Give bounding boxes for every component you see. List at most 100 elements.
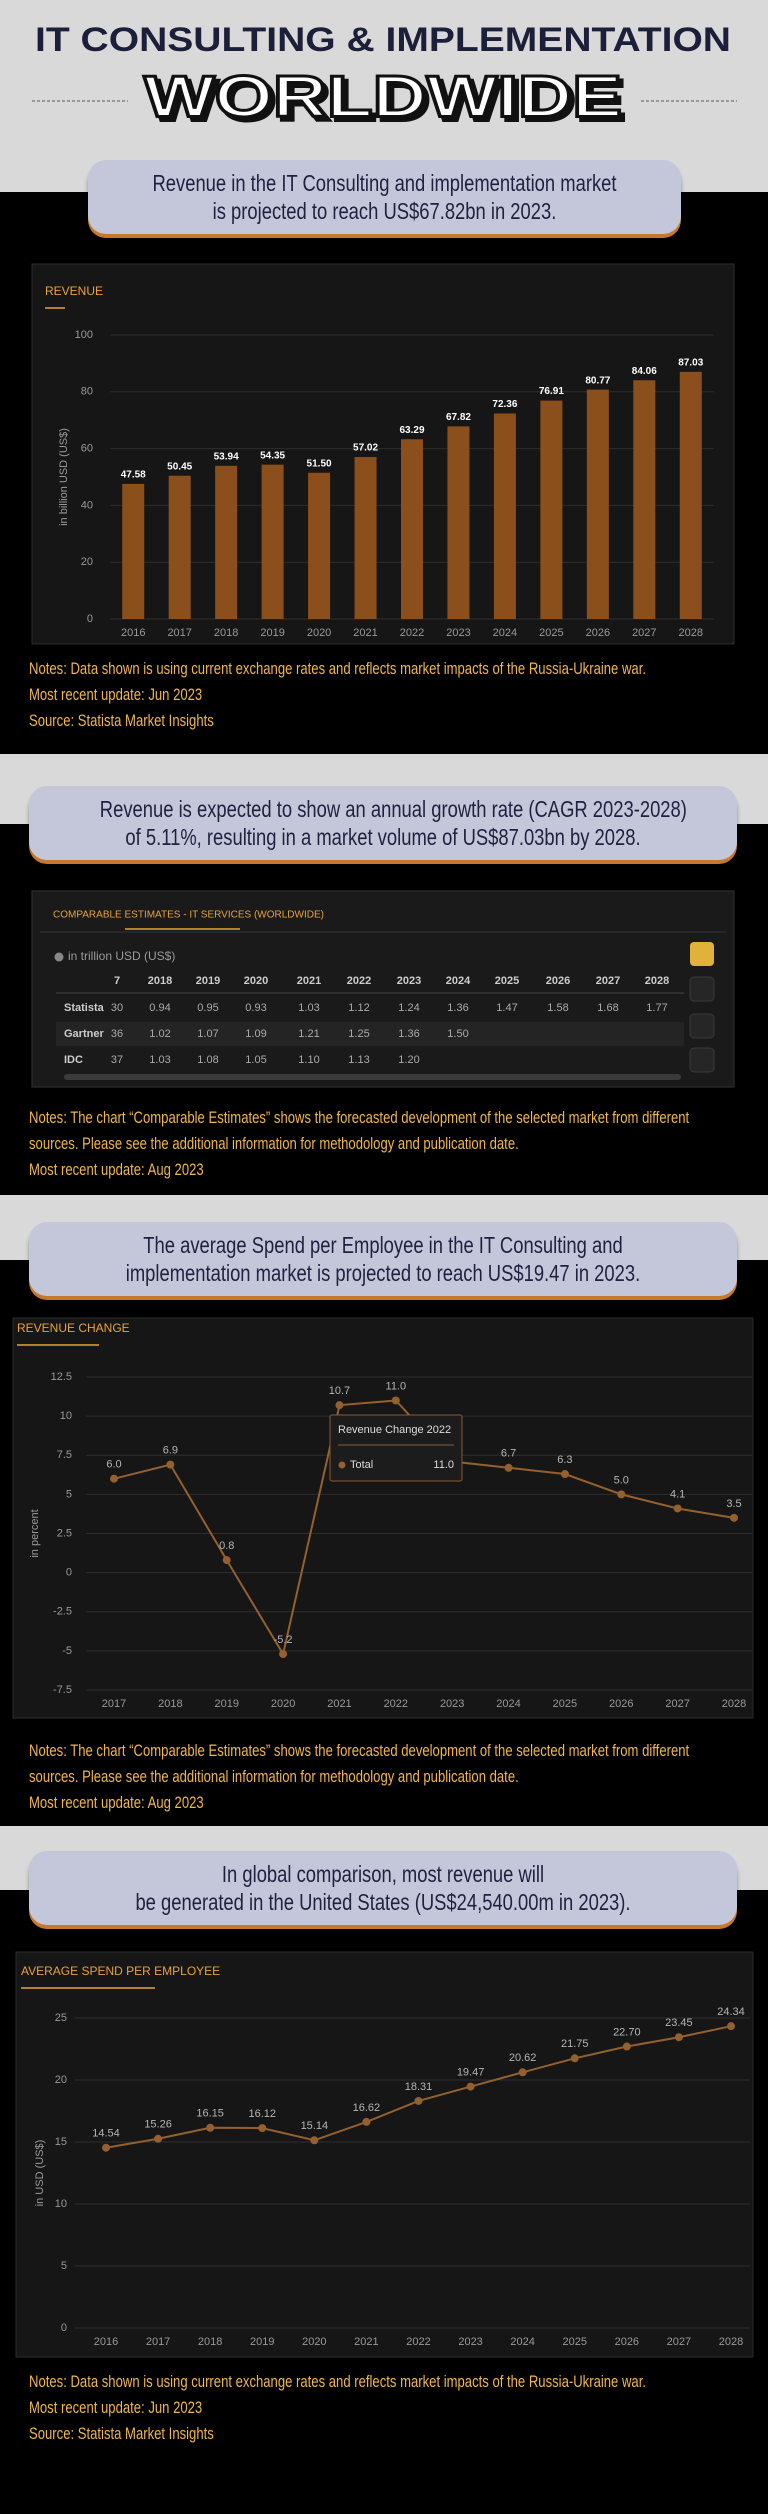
column-header: 2023 (397, 975, 421, 987)
headline: In global comparison, most revenue will … (29, 1851, 737, 1925)
value-label: 22.70 (613, 2026, 641, 2038)
point (674, 2033, 683, 2042)
x-tick-label: 2018 (214, 627, 238, 639)
value-label: 6.3 (557, 1454, 572, 1466)
y-tick-label: 0 (87, 613, 93, 625)
note-line: Most recent update: Aug 2023 (29, 1160, 204, 1179)
x-tick-label: 2023 (446, 627, 470, 639)
column-header: 2026 (546, 975, 570, 987)
headline-line: of 5.11%, resulting in a market volume o… (125, 824, 641, 850)
bar (261, 464, 284, 619)
y-tick-label: -7.5 (53, 1684, 72, 1696)
x-tick-label: 2019 (214, 1698, 238, 1710)
value-label: 15.26 (144, 2119, 172, 2131)
value-label: 53.94 (214, 451, 239, 462)
point (335, 1401, 344, 1410)
note-line: Notes: The chart “Comparable Estimates” … (29, 1741, 690, 1760)
value-label: 14.54 (92, 2128, 120, 2140)
value-label: 54.35 (260, 450, 285, 461)
header-subtitle: WORLDWIDE (144, 64, 622, 129)
point (362, 2117, 371, 2126)
note-line: Notes: Data shown is using current excha… (29, 2372, 646, 2391)
bar (447, 426, 470, 619)
x-tick-label: 2028 (722, 1698, 746, 1710)
column-header: 2027 (596, 975, 620, 987)
cell: 1.09 (245, 1028, 266, 1040)
y-tick-label: 60 (81, 443, 93, 455)
column-header: 2021 (297, 975, 321, 987)
tooltip-name: Total (350, 1459, 373, 1471)
bar (215, 465, 238, 619)
bar (633, 380, 656, 619)
headline: Revenue in the IT Consulting and impleme… (88, 160, 681, 234)
point (102, 2143, 110, 2152)
headline: Revenue is expected to show an annual gr… (29, 786, 737, 860)
notes: Notes: The chart “Comparable Estimates” … (29, 1105, 768, 1183)
x-tick-label: 2016 (94, 2336, 118, 2348)
value-label: 18.31 (405, 2081, 433, 2093)
column-header: 2028 (645, 975, 669, 987)
note-line: Notes: Data shown is using current excha… (29, 659, 646, 678)
note-line: Notes: The chart “Comparable Estimates” … (29, 1108, 690, 1127)
cell: 37 (111, 1054, 123, 1066)
headline-line: Revenue is expected to show an annual gr… (99, 796, 687, 822)
x-tick-label: 2027 (665, 1698, 689, 1710)
point (466, 2082, 475, 2091)
point (622, 2042, 631, 2051)
tooltip-box (329, 1414, 463, 1482)
y-axis-label: in percent (29, 1509, 41, 1557)
x-tick-label: 2025 (563, 2336, 587, 2348)
tooltip-title: Revenue Change 2022 (338, 1424, 451, 1436)
bar (540, 400, 563, 619)
point (391, 1396, 400, 1405)
x-tick-label: 2026 (586, 627, 610, 639)
value-label: 57.02 (353, 443, 378, 454)
x-tick-label: 2027 (632, 627, 656, 639)
point (310, 2136, 319, 2145)
cell: 1.08 (197, 1054, 218, 1066)
cell: 1.77 (646, 1002, 667, 1014)
x-tick-label: 2021 (353, 627, 377, 639)
value-label: 3.5 (726, 1498, 741, 1510)
value-label: 16.15 (196, 2108, 224, 2120)
header-title: IT CONSULTING & IMPLEMENTATION (35, 21, 731, 59)
value-label: 23.45 (665, 2017, 693, 2029)
value-label: 80.77 (585, 375, 610, 386)
x-tick-label: 2024 (496, 1698, 520, 1710)
chart-title: AVERAGE SPEND PER EMPLOYEE (21, 1964, 220, 1978)
y-tick-label: 5 (66, 1488, 72, 1500)
x-tick-label: 2027 (667, 2336, 691, 2348)
point (727, 2022, 735, 2031)
value-label: 21.75 (561, 2038, 589, 2050)
bar (308, 472, 331, 619)
bar (122, 483, 145, 619)
cell: 36 (111, 1028, 123, 1040)
cell: 1.47 (496, 1002, 517, 1014)
point (414, 2096, 423, 2105)
column-header: 2020 (244, 975, 268, 987)
chart-panel (12, 1317, 754, 1719)
cell: 1.10 (298, 1054, 319, 1066)
value-label: 11.0 (386, 1380, 407, 1392)
x-tick-label: 2019 (250, 2336, 274, 2348)
info-icon (54, 952, 64, 962)
bar (401, 439, 423, 619)
cell: 0.95 (197, 1002, 218, 1014)
note-line: sources. Please see the additional infor… (29, 1134, 519, 1153)
x-tick-label: 2026 (615, 2336, 639, 2348)
y-tick-label: 0 (61, 2322, 67, 2334)
row-label: Gartner (64, 1028, 104, 1040)
y-axis-label: in billion USD (US$) (58, 428, 70, 526)
note-line: sources. Please see the additional infor… (29, 1767, 519, 1786)
point (518, 2068, 527, 2077)
column-header: 7 (114, 975, 120, 987)
value-label: 20.62 (509, 2052, 537, 2064)
point (504, 1463, 513, 1472)
tooltip-value: 11.0 (433, 1459, 454, 1471)
x-tick-label: 2025 (553, 1698, 577, 1710)
value-label: 87.03 (678, 357, 703, 368)
cell: 1.36 (398, 1028, 419, 1040)
x-tick-label: 2024 (510, 2336, 534, 2348)
cell: 1.25 (348, 1028, 369, 1040)
